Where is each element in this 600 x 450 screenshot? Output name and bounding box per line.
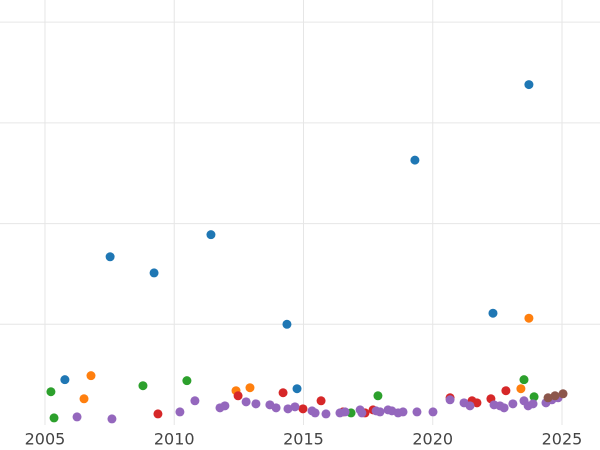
point (271, 403, 281, 413)
point (550, 391, 560, 401)
point (241, 397, 251, 407)
point (398, 407, 408, 417)
point (465, 401, 475, 411)
point (107, 414, 117, 424)
point (251, 399, 261, 409)
point (501, 386, 511, 396)
point (86, 371, 96, 381)
point (153, 409, 163, 419)
point (543, 393, 553, 403)
point (357, 408, 367, 418)
point (316, 396, 326, 406)
point (278, 388, 288, 398)
point (105, 252, 115, 262)
point (524, 80, 534, 90)
point (245, 383, 255, 393)
x-tick-label: 2025 (542, 430, 583, 449)
point (138, 381, 148, 391)
point (233, 391, 243, 401)
point (310, 408, 320, 418)
point (528, 399, 538, 409)
point (412, 407, 422, 417)
point (290, 402, 300, 412)
point (182, 376, 192, 386)
point (220, 401, 230, 411)
x-tick-label: 2015 (283, 430, 324, 449)
point (175, 407, 185, 417)
point (428, 407, 438, 417)
point (190, 396, 200, 406)
point (292, 384, 302, 394)
point (524, 313, 534, 323)
point (508, 399, 518, 409)
x-tick-label: 2020 (412, 430, 453, 449)
point (72, 412, 82, 422)
point (321, 409, 331, 419)
point (516, 384, 526, 394)
point (46, 387, 56, 397)
x-tick-label: 2005 (25, 430, 66, 449)
x-tick-label: 2010 (154, 430, 195, 449)
point (283, 404, 293, 414)
point (373, 391, 383, 401)
point (49, 413, 59, 423)
point (529, 392, 539, 402)
point (282, 319, 292, 329)
point (499, 403, 509, 413)
point (340, 407, 350, 417)
point (60, 375, 70, 385)
point (375, 407, 385, 417)
point (298, 404, 308, 414)
point (472, 398, 482, 408)
point (488, 308, 498, 318)
point (410, 155, 420, 165)
point (519, 375, 529, 385)
point (206, 230, 216, 240)
point (558, 389, 568, 399)
point (79, 394, 89, 404)
point (149, 268, 159, 278)
point (445, 395, 455, 405)
